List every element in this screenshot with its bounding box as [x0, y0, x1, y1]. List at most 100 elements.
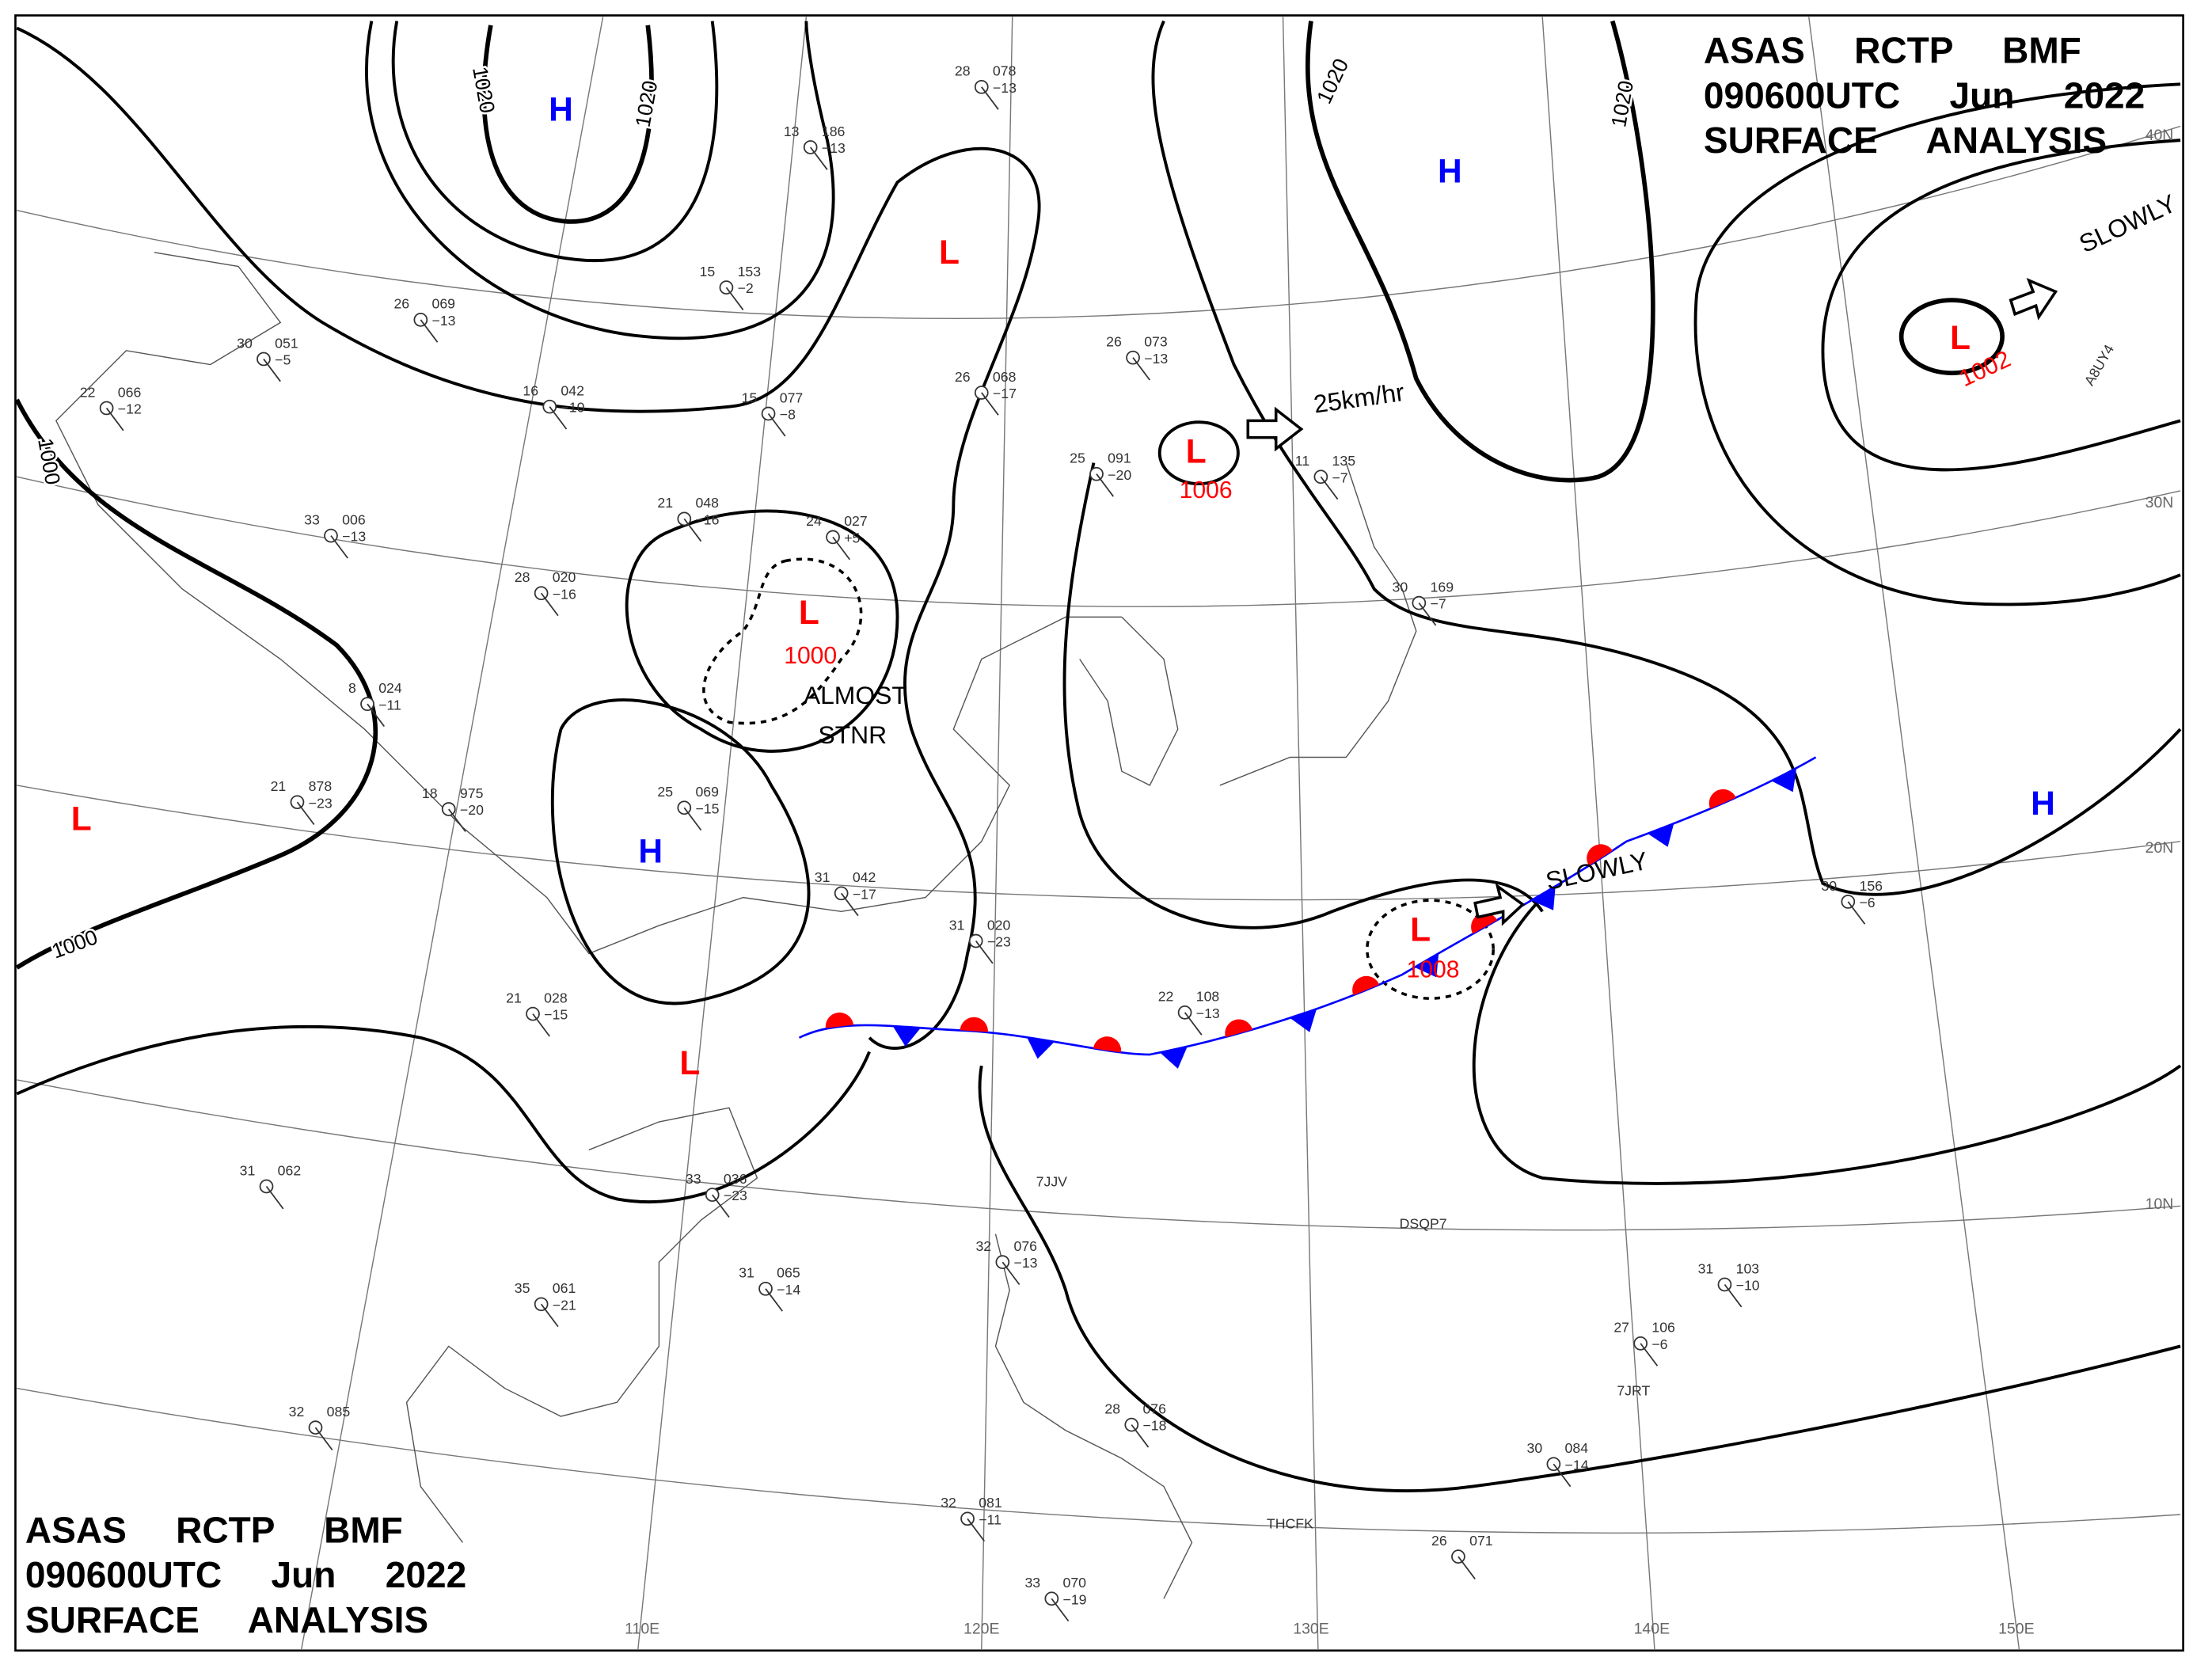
- station-circle: [534, 1297, 549, 1312]
- station-tendency: −16: [553, 586, 576, 602]
- station-tendency: −21: [553, 1297, 576, 1313]
- latitude-line: [17, 785, 2181, 901]
- station-tendency: −10: [561, 400, 584, 416]
- latitude-label: 10N: [2145, 1195, 2174, 1213]
- station-plot: 13 186−13: [784, 124, 846, 170]
- station-pressure: 048: [695, 495, 719, 511]
- station-plot: 28 020−16: [515, 569, 576, 617]
- station-pressure: 027: [844, 513, 868, 529]
- cold-front-symbol: [1414, 952, 1439, 978]
- station-pressure: 077: [780, 390, 804, 405]
- latitude-label: 40N: [2145, 127, 2174, 144]
- station-plot: 25 091−20: [1070, 450, 1131, 497]
- station-tendency: −5: [275, 352, 291, 368]
- station-pressure: 024: [378, 680, 402, 696]
- station-pressure: 103: [1736, 1260, 1760, 1276]
- latitude-line: [17, 1079, 2181, 1231]
- station-plot: 16 042−10: [523, 383, 585, 430]
- station-temperature: 22: [1158, 989, 1174, 1005]
- latitude-line: [17, 125, 2181, 320]
- station-temperature: 16: [523, 383, 538, 399]
- isobar: [625, 509, 899, 753]
- station-circle: [1124, 1417, 1139, 1432]
- station-pressure: 066: [118, 384, 142, 400]
- wind-barb: [367, 703, 385, 728]
- station-plot: 22 108−13: [1158, 989, 1220, 1036]
- annotation: STNR: [818, 720, 887, 749]
- station-tendency: −11: [378, 697, 401, 713]
- station-plot: 24 027+5: [806, 513, 868, 561]
- wind-barb: [1184, 1012, 1203, 1036]
- station-temperature: 15: [700, 264, 716, 279]
- wind-barb: [263, 358, 281, 382]
- latitude-line: [17, 1387, 2181, 1534]
- station-temperature: 30: [1392, 579, 1408, 595]
- station-temperature: 33: [686, 1171, 701, 1187]
- station-temperature: 31: [240, 1162, 256, 1178]
- wind-barb: [330, 535, 348, 559]
- station-temperature: 30: [1821, 878, 1837, 894]
- station-pressure: 085: [327, 1404, 351, 1420]
- pressure-center-symbol: L: [71, 801, 92, 838]
- station-pressure: 042: [853, 869, 876, 885]
- wind-barb: [296, 801, 315, 826]
- dashed-isobar: [702, 557, 863, 725]
- station-plot: 33 006 −13: [304, 511, 366, 559]
- pressure-center-symbol: L: [799, 595, 819, 632]
- central-pressure: 1006: [1180, 477, 1233, 504]
- station-pressure: 069: [695, 784, 719, 800]
- title-line: ASAS RCTP BMF: [25, 1509, 403, 1550]
- motion-arrow: [2009, 278, 2058, 321]
- station-pressure: 028: [544, 990, 568, 1005]
- warm-front-symbol: [1352, 975, 1380, 996]
- station-plot: 32 085: [289, 1404, 351, 1451]
- station-tendency: −23: [987, 934, 1011, 950]
- isobar: [1898, 298, 2005, 375]
- isobar: [16, 26, 1041, 1050]
- station-temperature: 26: [393, 296, 409, 312]
- warm-front-symbol: [1587, 844, 1613, 866]
- station-temperature: 31: [739, 1265, 754, 1281]
- ship-call-sign: THCFK: [1267, 1516, 1313, 1532]
- station-temperature: 25: [1070, 450, 1085, 466]
- station-temperature: 33: [1024, 1575, 1040, 1591]
- station-plot: 27 106−6: [1613, 1320, 1675, 1366]
- station-pressure: 084: [1565, 1440, 1589, 1456]
- stationary-front: [798, 756, 1817, 1056]
- wind-barb: [981, 392, 999, 416]
- station-circle: [257, 352, 271, 367]
- isobar: [1821, 139, 2181, 472]
- wind-barb: [683, 518, 702, 542]
- station-pressure: 042: [561, 383, 584, 399]
- station-pressure: 108: [1196, 989, 1220, 1005]
- coastline: [994, 1233, 1193, 1599]
- station-pressure: 091: [1108, 450, 1131, 466]
- wind-barb: [540, 1303, 559, 1328]
- coastline: [55, 252, 1122, 955]
- station-plot: 31 062: [240, 1162, 301, 1210]
- station-temperature: 25: [657, 784, 673, 800]
- station-tendency: −20: [460, 802, 484, 818]
- wind-barb: [1096, 473, 1114, 497]
- longitude-label: 150E: [1998, 1621, 2034, 1638]
- station-temperature: 22: [80, 384, 96, 400]
- station-pressure: 061: [553, 1280, 576, 1296]
- wind-barb: [1640, 1343, 1659, 1366]
- title-line: 090600UTC Jun 2022: [1704, 74, 2145, 116]
- coastline: [1079, 616, 1179, 786]
- station-tendency: −23: [724, 1188, 747, 1203]
- wind-barb: [1458, 1556, 1476, 1579]
- cold-front-symbol: [1771, 768, 1797, 792]
- isobar: [14, 398, 378, 970]
- longitude-label: 140E: [1634, 1621, 1670, 1638]
- station-pressure: 070: [1062, 1575, 1086, 1591]
- isobar: [978, 1065, 2181, 1492]
- station-tendency: −13: [1196, 1005, 1220, 1021]
- station-temperature: 11: [1295, 453, 1309, 469]
- isobar: [1472, 896, 2182, 1185]
- title-line: 090600UTC Jun 2022: [25, 1554, 466, 1595]
- station-plot: 30 084−14: [1527, 1440, 1589, 1488]
- cold-front-symbol: [892, 1025, 922, 1047]
- station-plot: 21 028 −15: [506, 990, 568, 1037]
